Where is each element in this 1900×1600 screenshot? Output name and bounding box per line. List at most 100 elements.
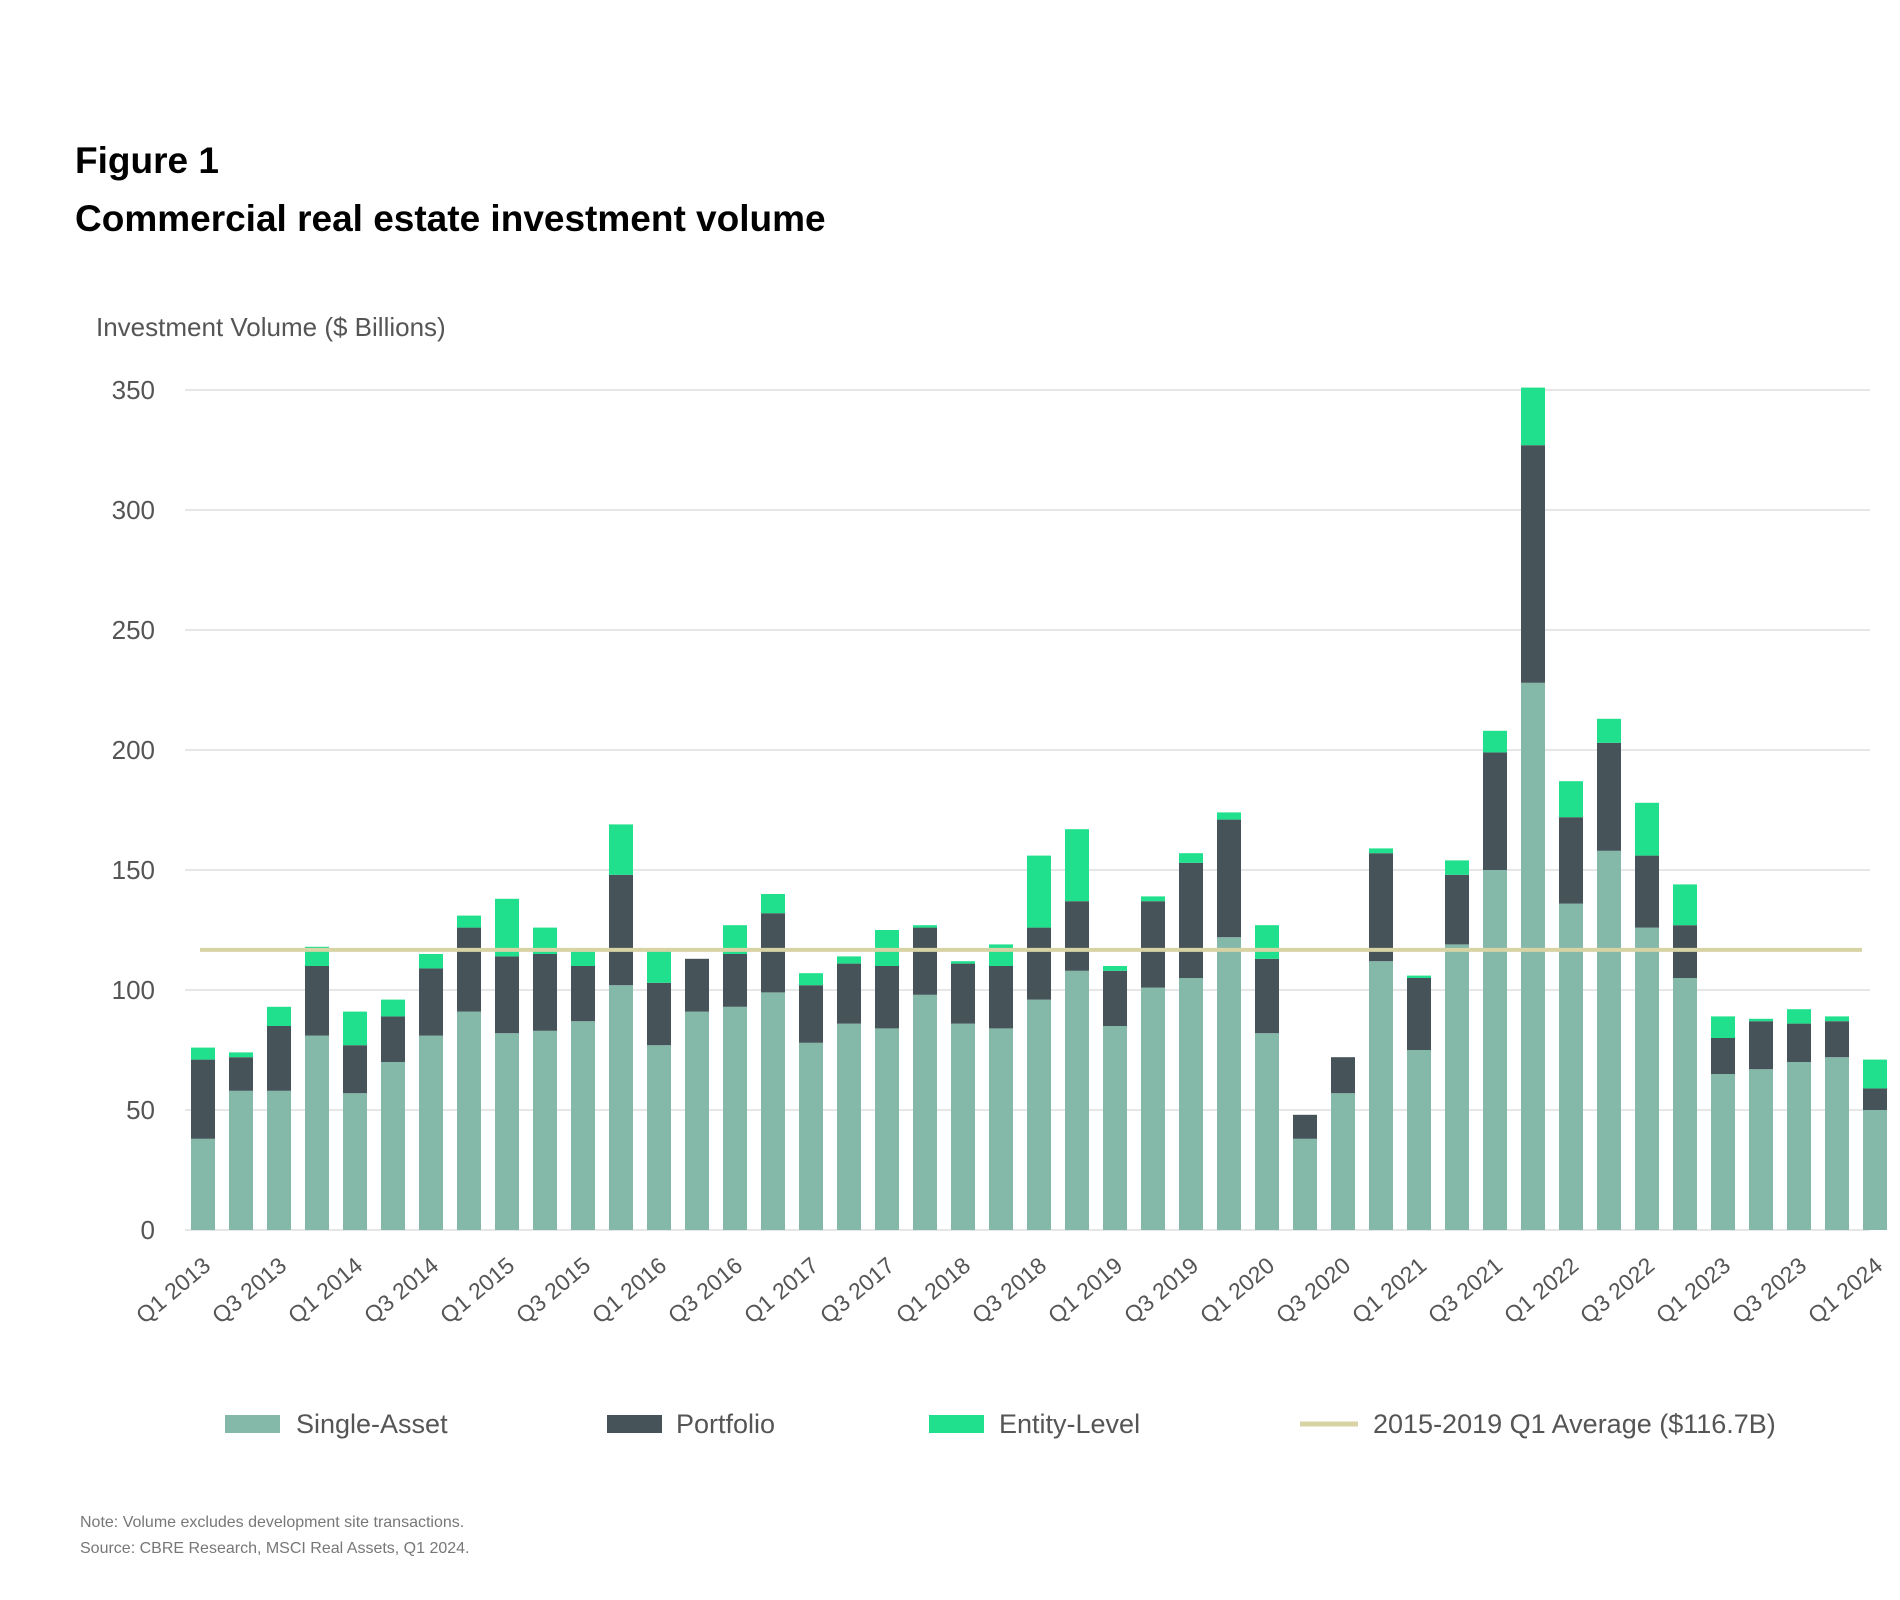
bar-entity-level-35 [1521,387,1545,446]
legend-label-entity-level: Entity-Level [999,1409,1140,1439]
x-tick-9: Q3 2017 [815,1252,899,1329]
figure-title: Commercial real estate investment volume [75,198,826,239]
bar-portfolio-19 [913,927,937,995]
bar-portfolio-21 [989,966,1013,1029]
bar-entity-level-17 [837,956,861,964]
bar-single-asset-32 [1407,1050,1431,1230]
source-text: Source: CBRE Research, MSCI Real Assets,… [80,1540,470,1557]
bar-single-asset-25 [1141,987,1165,1230]
bar-portfolio-40 [1711,1038,1735,1074]
bar-portfolio-14 [723,954,747,1007]
legend-label-portfolio: Portfolio [676,1409,775,1439]
x-tick-21: Q3 2023 [1727,1252,1811,1329]
bar-single-asset-3 [305,1035,329,1230]
bar-portfolio-15 [761,913,785,993]
bar-single-asset-33 [1445,944,1469,1230]
y-tick-100: 100 [112,975,155,1005]
x-tick-3: Q3 2014 [359,1252,443,1329]
bar-portfolio-3 [305,966,329,1036]
bar-portfolio-23 [1065,901,1089,971]
bar-single-asset-28 [1255,1033,1279,1230]
y-tick-150: 150 [112,855,155,885]
bar-entity-level-39 [1673,884,1697,926]
x-tick-13: Q3 2019 [1119,1252,1203,1329]
bar-single-asset-10 [571,1021,595,1230]
bar-single-asset-39 [1673,978,1697,1230]
bar-portfolio-20 [951,963,975,1024]
bar-portfolio-6 [419,968,443,1036]
bar-portfolio-31 [1369,853,1393,962]
x-tick-15: Q3 2020 [1271,1252,1355,1329]
bar-portfolio-29 [1293,1114,1317,1139]
bar-entity-level-36 [1559,781,1583,818]
bar-single-asset-2 [267,1090,291,1230]
bar-single-asset-22 [1027,999,1051,1230]
bar-single-asset-37 [1597,850,1621,1230]
bar-portfolio-1 [229,1057,253,1091]
bar-portfolio-32 [1407,978,1431,1050]
bar-entity-level-4 [343,1011,367,1046]
bar-entity-level-31 [1369,848,1393,854]
bar-entity-level-5 [381,999,405,1017]
bar-single-asset-20 [951,1023,975,1230]
y-tick-300: 300 [112,495,155,525]
bar-single-asset-36 [1559,903,1583,1230]
bar-single-asset-14 [723,1006,747,1230]
bar-single-asset-41 [1749,1069,1773,1230]
bar-single-asset-43 [1825,1057,1849,1230]
bar-portfolio-17 [837,963,861,1024]
x-tick-8: Q1 2017 [739,1252,823,1329]
legend-label-single-asset: Single-Asset [296,1409,448,1439]
y-tick-0: 0 [141,1215,155,1245]
bar-portfolio-12 [647,982,671,1046]
bar-single-asset-13 [685,1011,709,1230]
bar-entity-level-11 [609,824,633,875]
bar-entity-level-22 [1027,855,1051,928]
bar-single-asset-0 [191,1138,215,1230]
bar-entity-level-6 [419,954,443,969]
y-tick-250: 250 [112,615,155,645]
bar-portfolio-18 [875,966,899,1029]
bar-portfolio-37 [1597,742,1621,851]
note-text: Note: Volume excludes development site t… [80,1514,465,1531]
bar-portfolio-8 [495,956,519,1034]
x-tick-11: Q3 2018 [967,1252,1051,1329]
bar-portfolio-24 [1103,970,1127,1026]
bar-portfolio-5 [381,1016,405,1062]
bar-single-asset-18 [875,1028,899,1230]
bar-portfolio-0 [191,1059,215,1139]
bar-entity-level-8 [495,898,519,957]
bar-single-asset-15 [761,992,785,1230]
bar-entity-level-23 [1065,829,1089,902]
bar-portfolio-33 [1445,874,1469,945]
bar-entity-level-2 [267,1006,291,1026]
bar-portfolio-30 [1331,1057,1355,1094]
bar-portfolio-9 [533,954,557,1031]
y-tick-50: 50 [126,1095,155,1125]
bar-entity-level-37 [1597,718,1621,743]
bar-single-asset-7 [457,1011,481,1230]
bar-portfolio-2 [267,1026,291,1091]
bar-entity-level-44 [1863,1059,1887,1089]
bars [191,387,1887,1230]
bar-single-asset-35 [1521,682,1545,1230]
x-tick-6: Q1 2016 [587,1252,671,1329]
bar-portfolio-41 [1749,1021,1773,1070]
x-tick-17: Q3 2021 [1423,1252,1507,1329]
bar-portfolio-35 [1521,445,1545,683]
bar-single-asset-21 [989,1028,1013,1230]
figure-label: Figure 1 [75,140,219,181]
bar-single-asset-11 [609,985,633,1230]
footnotes: Note: Volume excludes development site t… [80,1510,470,1562]
bar-entity-level-19 [913,925,937,928]
bar-portfolio-16 [799,985,823,1043]
investment-volume-chart: Investment Volume ($ Billions) 0 50 100 150… [96,312,1887,1439]
bar-portfolio-10 [571,966,595,1022]
bar-entity-level-1 [229,1052,253,1058]
bar-single-asset-44 [1863,1110,1887,1230]
x-tick-12: Q1 2019 [1043,1252,1127,1329]
bar-entity-level-34 [1483,730,1507,753]
legend-swatch-entity-level [929,1415,984,1433]
legend: Single-Asset Portfolio Entity-Level 2015… [225,1409,1776,1439]
